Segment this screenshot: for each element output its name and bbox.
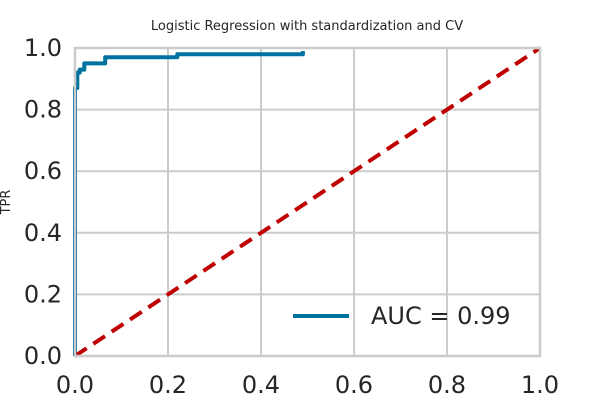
y-tick-label-2: 0.4: [24, 219, 62, 247]
x-tick-label-2: 0.4: [242, 371, 280, 399]
y-tick-label-3: 0.6: [24, 157, 62, 185]
legend-label-auc: AUC = 0.99: [371, 302, 511, 330]
roc-curve-line: [73, 51, 305, 356]
chart-title: Logistic Regression with standardization…: [151, 19, 463, 34]
x-tick-label-3: 0.6: [335, 371, 373, 399]
series-layer: [73, 46, 542, 358]
y-tick-label-4: 0.8: [24, 96, 62, 124]
y-tick-labels: 0.0 0.2 0.4 0.6 0.8 1.0: [24, 34, 62, 370]
chance-line: [73, 46, 542, 358]
plot-frame: [73, 46, 542, 358]
y-tick-label-1: 0.2: [24, 280, 62, 308]
x-tick-label-1: 0.2: [149, 371, 187, 399]
x-tick-label-0: 0.0: [56, 371, 94, 399]
x-tick-label-5: 1.0: [521, 371, 559, 399]
legend: AUC = 0.99: [293, 302, 511, 330]
x-tick-label-4: 0.8: [428, 371, 466, 399]
y-tick-label-5: 1.0: [24, 34, 62, 62]
y-axis-label: TPR: [0, 190, 14, 216]
x-tick-labels: 0.0 0.2 0.4 0.6 0.8 1.0: [56, 371, 559, 399]
y-tick-label-0: 0.0: [24, 342, 62, 370]
